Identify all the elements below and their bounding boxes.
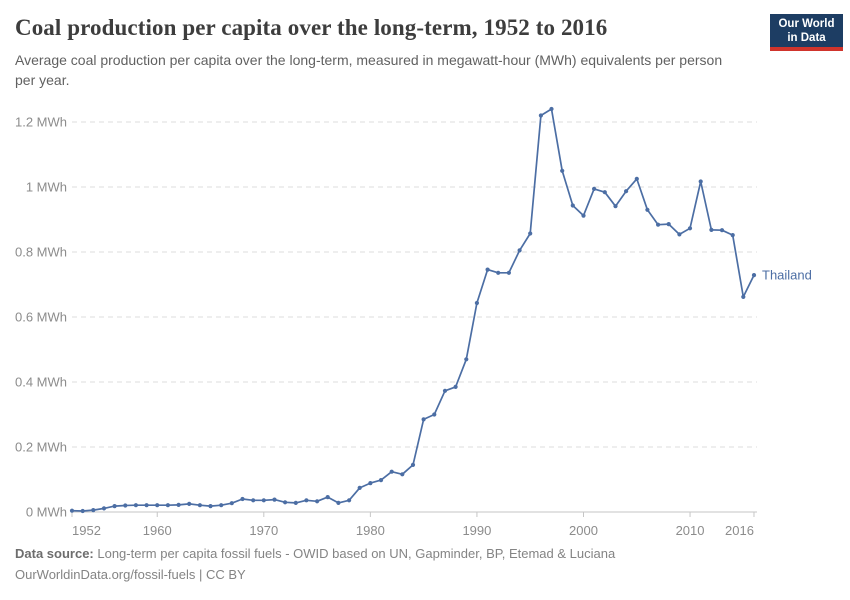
owid-logo-line1: Our World bbox=[778, 17, 835, 30]
series-label-thailand[interactable]: Thailand bbox=[762, 268, 812, 283]
owid-logo[interactable]: Our World in Data bbox=[770, 14, 843, 51]
data-source-label: Data source: bbox=[15, 546, 94, 561]
svg-text:0.4 MWh: 0.4 MWh bbox=[15, 375, 67, 390]
svg-text:0.6 MWh: 0.6 MWh bbox=[15, 310, 67, 325]
svg-text:1 MWh: 1 MWh bbox=[26, 180, 67, 195]
data-source-text: Long-term per capita fossil fuels - OWID… bbox=[93, 546, 616, 561]
svg-text:1.2 MWh: 1.2 MWh bbox=[15, 115, 67, 130]
svg-text:1990: 1990 bbox=[462, 523, 491, 538]
svg-text:1980: 1980 bbox=[356, 523, 385, 538]
series-points bbox=[69, 106, 757, 514]
series-line-thailand bbox=[71, 108, 755, 512]
svg-text:2000: 2000 bbox=[569, 523, 598, 538]
svg-text:1970: 1970 bbox=[249, 523, 278, 538]
svg-text:0.8 MWh: 0.8 MWh bbox=[15, 245, 67, 260]
gridlines bbox=[72, 121, 757, 448]
owid-logo-line2: in Data bbox=[787, 31, 826, 44]
svg-text:0 MWh: 0 MWh bbox=[26, 505, 67, 520]
svg-text:2010: 2010 bbox=[676, 523, 705, 538]
svg-text:1952: 1952 bbox=[72, 523, 101, 538]
x-axis: 1952 1960 1970 1980 1990 2000 2010 2016 bbox=[71, 511, 757, 538]
y-axis-labels: 0 MWh 0.2 MWh 0.4 MWh 0.6 MWh 0.8 MWh 1 MWh 1.… bbox=[15, 115, 67, 520]
data-source-line: Data source: Long-term per capita fossil… bbox=[15, 543, 615, 564]
svg-text:0.2 MWh: 0.2 MWh bbox=[15, 440, 67, 455]
chart-footer: Data source: Long-term per capita fossil… bbox=[15, 543, 615, 585]
svg-text:2016: 2016 bbox=[725, 523, 754, 538]
page-title: Coal production per capita over the long… bbox=[15, 15, 608, 40]
svg-text:1960: 1960 bbox=[143, 523, 172, 538]
footer-link[interactable]: OurWorldinData.org/fossil-fuels | CC BY bbox=[15, 567, 246, 582]
chart-subtitle: Average coal production per capita over … bbox=[15, 52, 723, 88]
